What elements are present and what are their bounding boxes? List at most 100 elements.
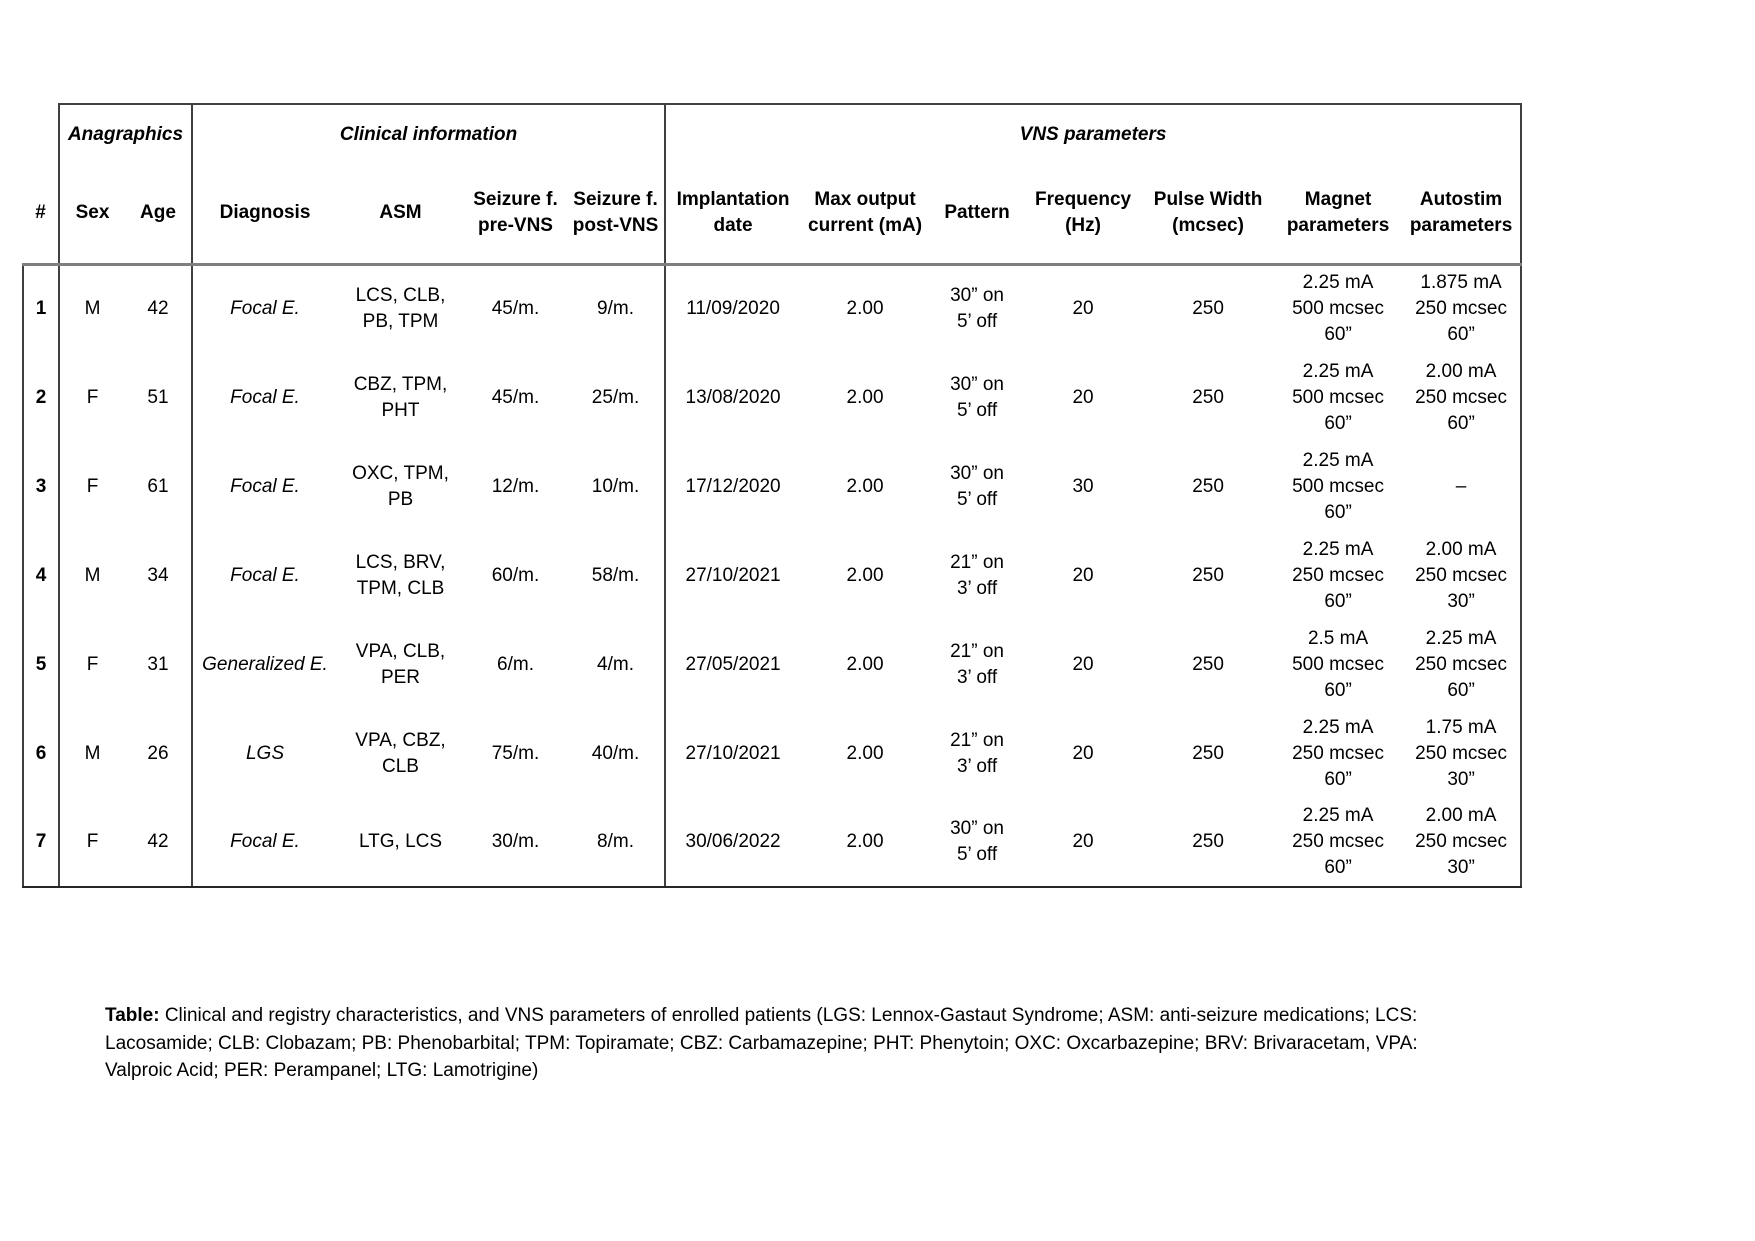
cell-pattern: 21” on 3’ off <box>950 729 1004 777</box>
cell-age: 61 <box>125 442 193 531</box>
cell-seizure-pre-vns: 30/m. <box>464 798 567 888</box>
col-header-magnet-parameters: Magnet parameters <box>1274 164 1403 266</box>
cell-magnet-parameters: 2.25 mA 250 mcsec 60” <box>1292 716 1384 790</box>
caption-text: Clinical and registry characteristics, a… <box>105 1005 1418 1081</box>
cell-pattern: 30” on 5’ off <box>930 798 1025 888</box>
cell-number: 5 <box>22 620 60 709</box>
cell-seizure-post-vns: 58/m. <box>567 531 667 620</box>
cell-autostim-parameters: – <box>1402 442 1523 531</box>
cell-diagnosis: Focal E. <box>192 798 337 888</box>
cell-sex: M <box>84 742 101 764</box>
cell-frequency: 20 <box>1072 653 1094 675</box>
cell-asm: VPA, CLB, PER <box>355 640 446 688</box>
cell-pattern: 30” on 5’ off <box>950 285 1004 333</box>
cell-number: 4 <box>22 531 60 620</box>
cell-pulse-width: 250 <box>1142 798 1275 888</box>
cell-pulse-width: 250 <box>1192 386 1224 408</box>
cell-autostim-parameters: 2.00 mA 250 mcsec 60” <box>1402 353 1523 442</box>
col-header-diagnosis: Diagnosis <box>192 164 337 266</box>
cell-implantation-date: 13/08/2020 <box>685 386 781 408</box>
table-row: 4 M 34 Focal E. LCS, BRV, TPM, CLB 60/m. 58/m.… <box>22 531 1523 620</box>
cell-seizure-pre-vns: 75/m. <box>491 742 540 764</box>
cell-seizure-post-vns: 4/m. <box>567 620 667 709</box>
cell-pulse-width: 250 <box>1192 653 1224 675</box>
cell-frequency: 20 <box>1024 798 1143 888</box>
cell-sex: M <box>84 298 101 320</box>
cell-asm: LTG, LCS <box>337 798 464 888</box>
cell-seizure-pre-vns: 12/m. <box>491 475 540 497</box>
table-row: 6 M 26 LGS VPA, CBZ, CLB 75/m. 40/m. 27/10/2021… <box>22 709 1523 798</box>
cell-age: 42 <box>125 798 193 888</box>
col-header-pulse-width: Pulse Width (mcsec) <box>1142 164 1275 266</box>
cell-max-output-current: 2.00 <box>846 564 884 586</box>
cell-asm: LCS, BRV, TPM, CLB <box>355 551 446 599</box>
group-clinical-information: Clinical information <box>192 103 667 164</box>
cell-age: 26 <box>125 709 193 798</box>
cell-seizure-post-vns: 25/m. <box>567 353 667 442</box>
cell-number: 2 <box>22 353 60 442</box>
cell-frequency: 20 <box>1072 386 1094 408</box>
cell-implantation-date: 11/09/2020 <box>686 298 780 320</box>
col-header-number: # <box>23 164 60 266</box>
cell-age: 34 <box>125 531 193 620</box>
cell-frequency: 20 <box>1072 564 1094 586</box>
cell-max-output-current: 2.00 <box>846 386 884 408</box>
cell-seizure-pre-vns: 60/m. <box>491 564 540 586</box>
cell-implantation-date: 27/10/2021 <box>685 564 781 586</box>
cell-age: 51 <box>125 353 193 442</box>
cell-magnet-parameters: 2.25 mA 250 mcsec 60” <box>1292 538 1384 612</box>
cell-number: 1 <box>22 264 60 353</box>
cell-pattern: 30” on 5’ off <box>950 373 1004 421</box>
col-header-max-output-current: Max output current (mA) <box>800 164 931 266</box>
cell-diagnosis: LGS <box>245 742 285 764</box>
col-header-frequency: Frequency (Hz) <box>1024 164 1143 266</box>
cell-seizure-pre-vns: 6/m. <box>497 653 534 675</box>
group-vns-parameters: VNS parameters <box>665 103 1523 164</box>
cell-diagnosis: Focal E. <box>230 475 300 497</box>
cell-magnet-parameters: 2.25 mA 500 mcsec 60” <box>1292 360 1384 434</box>
table-body: 1 M 42 Focal E. LCS, CLB, PB, TPM 45/m. 9/m. 11… <box>22 264 1523 888</box>
cell-autostim-parameters: 1.75 mA 250 mcsec 30” <box>1402 709 1523 798</box>
corner-cell <box>23 104 59 164</box>
caption-label: Table: <box>105 1005 160 1026</box>
cell-seizure-post-vns: 10/m. <box>567 442 667 531</box>
cell-implantation-date: 17/12/2020 <box>685 475 781 497</box>
table-row: 2 F 51 Focal E. CBZ, TPM, PHT 45/m. 25/m. 13/08… <box>22 353 1523 442</box>
cell-seizure-pre-vns: 45/m. <box>491 386 540 408</box>
cell-frequency: 20 <box>1072 298 1094 320</box>
table-row: 3 F 61 Focal E. OXC, TPM, PB 12/m. 10/m. 17/12/… <box>22 442 1523 531</box>
cell-age: 42 <box>125 264 193 353</box>
group-anagraphics: Anagraphics <box>58 103 193 164</box>
cell-diagnosis: Focal E. <box>230 386 300 408</box>
cell-magnet-parameters: 2.5 mA 500 mcsec 60” <box>1292 627 1384 701</box>
cell-seizure-post-vns: 8/m. <box>567 798 667 888</box>
cell-implantation-date: 30/06/2022 <box>665 798 801 888</box>
col-header-seizure-post-vns: Seizure f. post-VNS <box>567 164 667 266</box>
cell-sex: F <box>86 475 99 497</box>
cell-number: 6 <box>22 709 60 798</box>
cell-diagnosis: Focal E. <box>230 298 300 320</box>
col-header-sex: Sex <box>59 164 125 266</box>
patients-table: Anagraphics Clinical information VNS par… <box>22 103 1523 888</box>
cell-magnet-parameters: 2.25 mA 500 mcsec 60” <box>1292 272 1384 346</box>
cell-sex: F <box>86 653 99 675</box>
cell-asm: VPA, CBZ, CLB <box>355 729 446 777</box>
cell-max-output-current: 2.00 <box>846 298 884 320</box>
cell-pulse-width: 250 <box>1192 564 1224 586</box>
table-row: 7 F 42 Focal E. LTG, LCS 30/m. 8/m. 30/06/2022 2… <box>22 798 1523 888</box>
cell-pattern: 21” on 3’ off <box>950 551 1004 599</box>
cell-number: 3 <box>22 442 60 531</box>
cell-diagnosis: Generalized E. <box>202 653 328 675</box>
cell-autostim-parameters: 2.00 mA 250 mcsec 30” <box>1402 531 1523 620</box>
cell-max-output-current: 2.00 <box>846 742 884 764</box>
cell-diagnosis: Focal E. <box>230 564 300 586</box>
cell-seizure-post-vns: 40/m. <box>567 709 667 798</box>
cell-pulse-width: 250 <box>1192 742 1224 764</box>
cell-autostim-parameters: 2.00 mA 250 mcsec 30” <box>1402 798 1523 888</box>
cell-magnet-parameters: 2.25 mA 500 mcsec 60” <box>1292 449 1384 523</box>
cell-pulse-width: 250 <box>1192 475 1224 497</box>
table-caption: Table: Clinical and registry characteris… <box>105 1002 1453 1085</box>
cell-age: 31 <box>125 620 193 709</box>
cell-implantation-date: 27/10/2021 <box>685 742 781 764</box>
